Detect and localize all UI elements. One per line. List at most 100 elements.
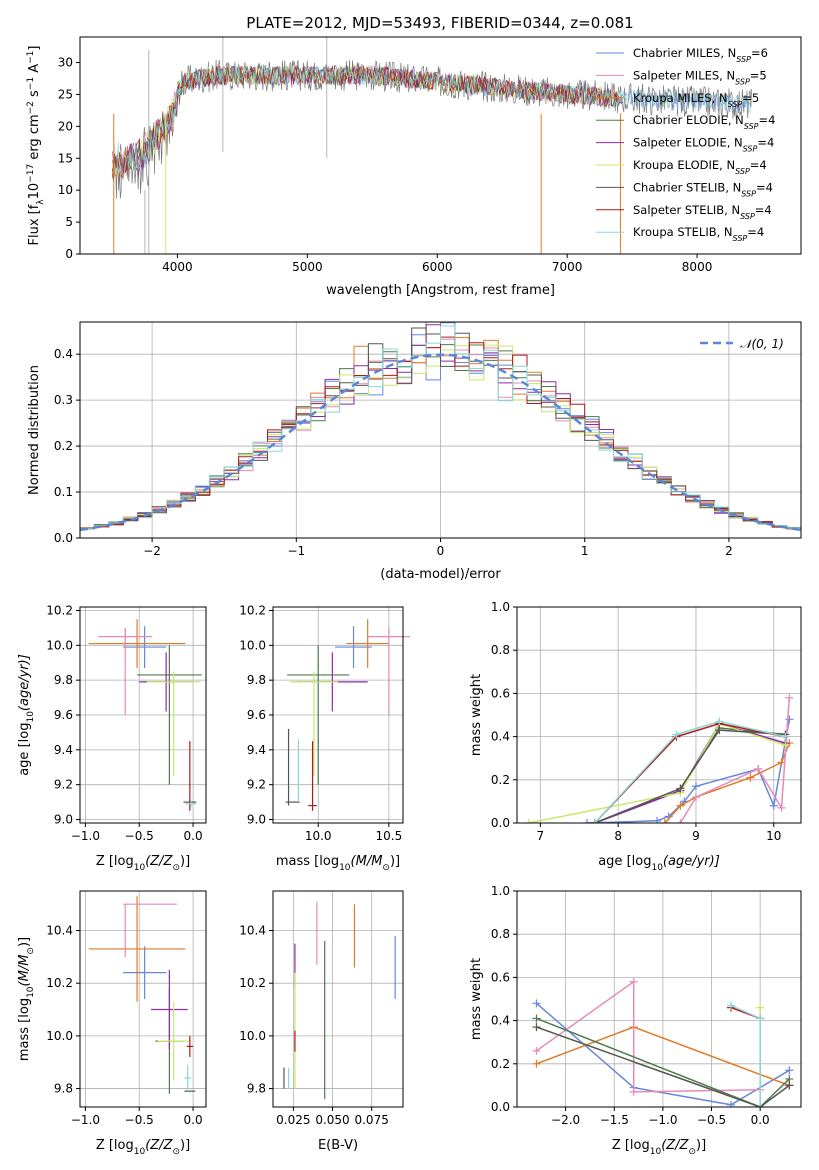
weight-marker <box>691 793 700 802</box>
y-tick-label: 10.2 <box>46 603 73 617</box>
axes-frame <box>272 606 404 824</box>
axes-frame <box>516 890 802 1108</box>
weight-marker <box>532 1046 541 1055</box>
ebv-mass-panel: 0.025 0.050 0.075 9.8 10.0 10.2 10.4 E(B-V) <box>239 890 404 1153</box>
mass-age-panel: 10.0 10.5 9.0 9.2 9.4 9.6 9.8 10.0 10.2 mass [log… <box>239 603 411 873</box>
x-tick-label: 10.5 <box>376 829 403 843</box>
z-mass-panel: −1.0 −0.5 0.0 9.8 10.0 10.2 10.4 Z [log10(Z/Z⊙)… <box>17 890 207 1157</box>
residuals-panel: −2 −1 0 1 2 0.0 0.1 0.2 0.3 0.4 𝒩(0, 1) (data-model… <box>27 321 802 582</box>
y-tick-label: 10.0 <box>239 638 266 652</box>
weight-marker <box>746 773 755 782</box>
error-bar-point <box>335 626 372 668</box>
x-tick-label: −1.0 <box>71 829 100 843</box>
y-axis-label: Flux [fλ10−17 erg cm−2 s−1 A−1] <box>26 46 46 246</box>
y-tick-label: 0.0 <box>491 1100 510 1114</box>
weight-marker <box>532 1023 541 1032</box>
y-tick-label: 9.0 <box>247 813 266 827</box>
x-tick-label: 1 <box>581 544 589 558</box>
weight-marker <box>715 717 724 726</box>
x-tick-label: 2 <box>725 544 733 558</box>
x-tick-label: 10 <box>766 829 781 843</box>
axes-frame <box>79 890 207 1108</box>
y-tick-label: 10.0 <box>239 1029 266 1043</box>
error-bar-point <box>88 896 186 1002</box>
y-tick-label: 0.4 <box>491 1014 510 1028</box>
weight-marker <box>532 1059 541 1068</box>
y-tick-label: 0.2 <box>491 773 510 787</box>
legend-label: Chabrier MILES, NSSP=6 <box>633 46 768 64</box>
weight-marker <box>756 1014 765 1023</box>
x-tick-label: −1.5 <box>600 1113 629 1127</box>
error-bar-point <box>157 1001 190 1081</box>
y-tick-label: 10.0 <box>46 1029 73 1043</box>
axes-frame <box>516 606 802 824</box>
y-tick-label: 10.4 <box>239 924 266 938</box>
y-tick-label: 25 <box>58 87 73 101</box>
weight-line <box>594 729 786 823</box>
spectrum-panel: 4000 5000 6000 7000 8000 0 5 10 15 20 25 30 Chabrier… <box>26 36 802 298</box>
y-tick-label: 10.2 <box>239 976 266 990</box>
x-axis-label: Z [log10(Z/Z⊙)] <box>612 1138 706 1157</box>
x-tick-label: 9 <box>692 829 700 843</box>
x-tick-label: 0 <box>437 544 445 558</box>
axes-frame <box>272 890 404 1108</box>
weight-line <box>536 1017 790 1107</box>
y-tick-label: 10 <box>58 183 73 197</box>
x-tick-label: 7 <box>537 829 545 843</box>
weight-marker <box>629 1087 638 1096</box>
weight-marker <box>691 782 700 791</box>
axes-frame <box>79 36 802 255</box>
y-tick-label: 0 <box>65 247 73 261</box>
y-tick-label: 9.2 <box>54 778 73 792</box>
y-tick-label: 30 <box>58 56 73 70</box>
x-tick-label: 0.050 <box>315 1113 349 1127</box>
age-weight-panel: 7 8 9 10 0.0 0.2 0.4 0.6 0.8 1.0 age [log10(age/yr… <box>469 600 802 873</box>
weight-marker <box>676 801 685 810</box>
weight-series <box>676 693 794 823</box>
error-bar-point <box>123 946 167 999</box>
y-tick-label: 0.0 <box>491 816 510 830</box>
error-bar-point <box>88 619 186 668</box>
x-axis-label: mass [log10(M/M⊙)] <box>276 854 400 873</box>
y-tick-label: 10.2 <box>46 976 73 990</box>
x-axis-label: (data-model)/error <box>380 567 501 582</box>
y-tick-label: 0.8 <box>491 927 510 941</box>
y-tick-label: 10.2 <box>239 603 266 617</box>
y-tick-label: 20 <box>58 119 73 133</box>
weight-marker <box>769 801 778 810</box>
x-tick-label: 0.0 <box>184 829 203 843</box>
error-bar-point <box>123 626 167 668</box>
weight-marker <box>726 1100 735 1107</box>
x-axis-label: Z [log10(Z/Z⊙)] <box>96 854 190 873</box>
x-tick-label: 0.0 <box>751 1113 770 1127</box>
legend-label: Salpeter MILES, NSSP=5 <box>633 68 767 86</box>
x-tick-label: 8 <box>614 829 622 843</box>
y-tick-label: 1.0 <box>491 884 510 898</box>
x-tick-label: −0.5 <box>697 1113 726 1127</box>
x-tick-label: 5000 <box>292 260 323 274</box>
y-tick-label: 9.2 <box>247 778 266 792</box>
figure-title: PLATE=2012, MJD=53493, FIBERID=0344, z=0… <box>246 14 633 32</box>
weight-marker <box>756 1003 765 1012</box>
y-tick-label: 0.2 <box>491 1057 510 1071</box>
x-axis-label: Z [log10(Z/Z⊙)] <box>96 1138 190 1157</box>
y-tick-label: 15 <box>58 151 73 165</box>
weight-marker <box>676 784 685 793</box>
x-tick-label: 0.025 <box>276 1113 310 1127</box>
x-tick-label: 4000 <box>162 260 193 274</box>
x-tick-label: −2 <box>143 544 161 558</box>
x-axis-label: age [log10(age/yr)] <box>598 854 720 873</box>
error-bar-point <box>346 619 389 668</box>
weight-marker <box>583 819 592 823</box>
x-axis-label: wavelength [Angstrom, rest frame] <box>326 283 555 298</box>
legend-label: Chabrier ELODIE, NSSP=4 <box>633 113 775 131</box>
x-tick-label: 0.0 <box>184 1113 203 1127</box>
weight-line <box>586 719 791 823</box>
weight-line <box>594 720 786 823</box>
y-tick-label: 9.0 <box>54 813 73 827</box>
weight-marker <box>532 999 541 1008</box>
y-tick-label: 9.8 <box>54 673 73 687</box>
weight-marker <box>756 1103 765 1107</box>
error-bar-point <box>151 970 188 1050</box>
weight-marker <box>524 819 533 823</box>
